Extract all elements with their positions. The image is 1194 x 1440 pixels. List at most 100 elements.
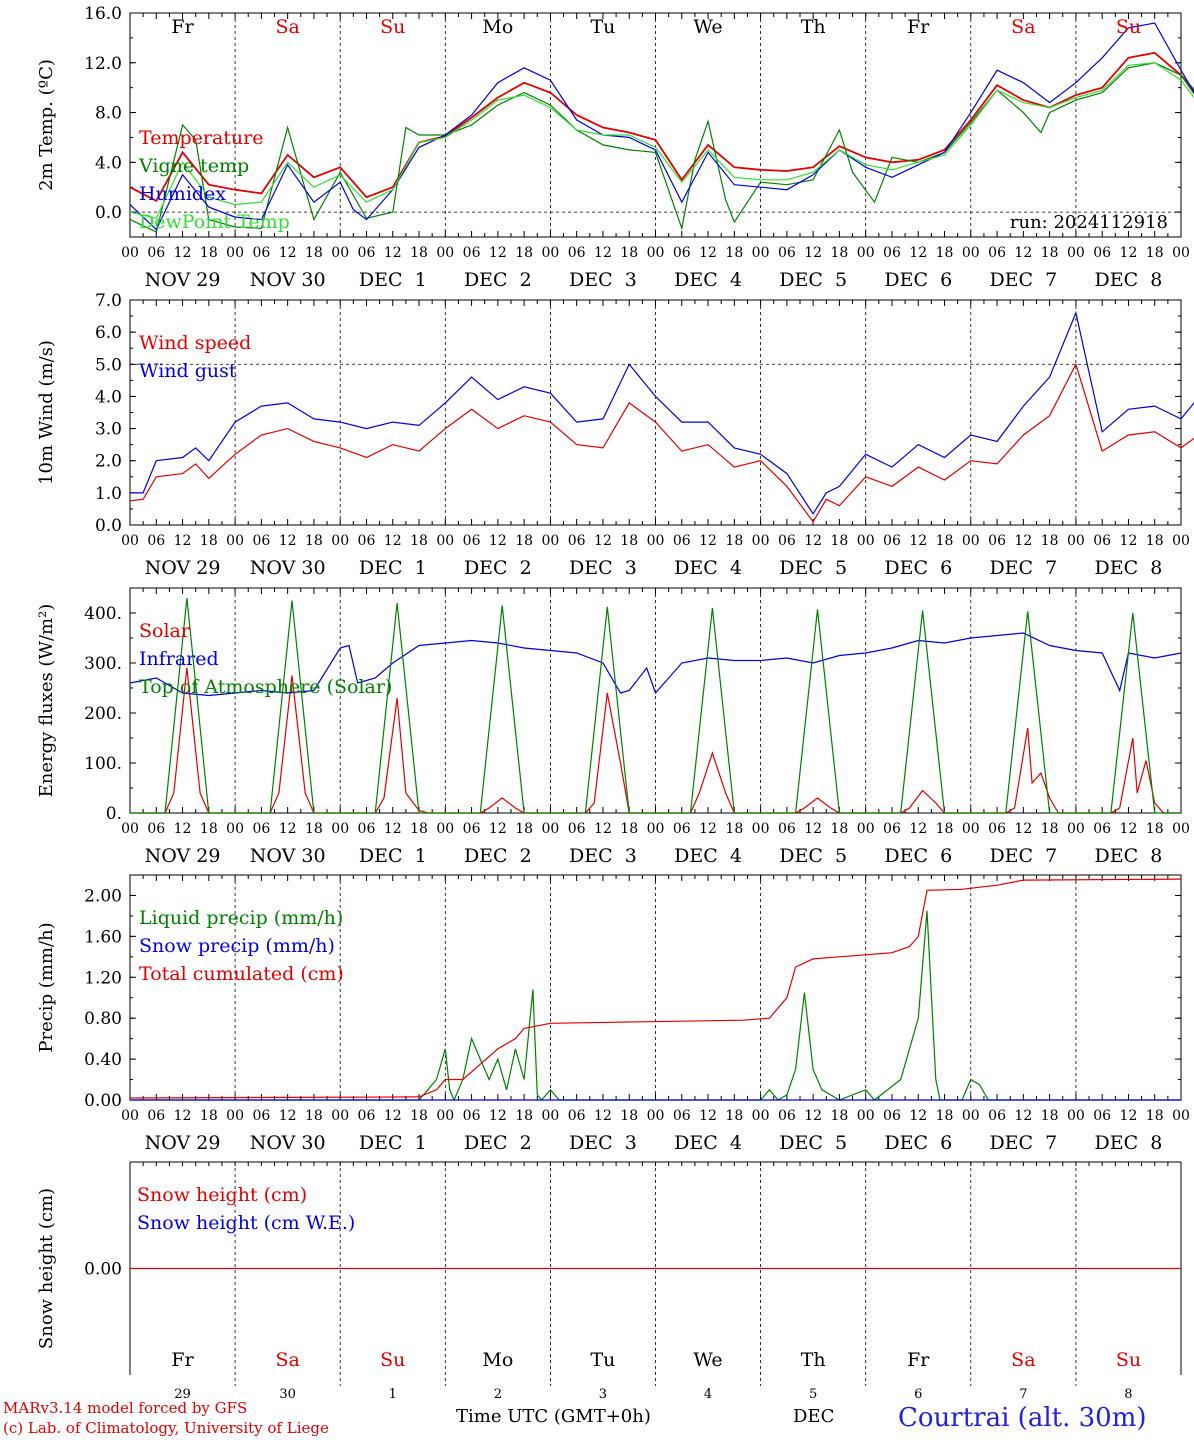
month-label: DEC (793, 1406, 835, 1427)
hour-label: 18 (1146, 1108, 1164, 1124)
hour-label: 06 (463, 245, 481, 261)
hour-label: 12 (489, 821, 507, 837)
hour-label: 18 (515, 1108, 533, 1124)
hour-label: 00 (541, 533, 559, 549)
hour-label: 12 (699, 245, 717, 261)
hour-label: 00 (436, 821, 454, 837)
station-label: Courtrai (alt. 30m) (898, 1403, 1147, 1433)
hour-label: 00 (1172, 245, 1190, 261)
x-axis-label: Time UTC (GMT+0h) (456, 1406, 651, 1427)
hour-label: 00 (331, 1108, 349, 1124)
y-tick-label: 3.0 (95, 420, 122, 440)
panel-frame (129, 587, 1182, 814)
legend-entry: Temperature (139, 127, 263, 149)
hour-label: 00 (1172, 821, 1190, 837)
hour-label: 00 (857, 245, 875, 261)
hour-label: 12 (384, 245, 402, 261)
weekday-label: Sa (1011, 1349, 1035, 1371)
date-label: DEC 5 (779, 1132, 847, 1154)
date-label: DEC 6 (884, 557, 952, 579)
date-label: NOV 30 (250, 269, 326, 291)
hour-label: 12 (1014, 1108, 1032, 1124)
y-tick-label: 100. (84, 754, 122, 774)
hour-label: 12 (279, 1108, 297, 1124)
weekday-label: Su (1116, 16, 1141, 38)
y-tick-label: 8.0 (95, 104, 122, 124)
lab-credit: (c) Lab. of Climatology, University of L… (3, 1419, 329, 1437)
hour-label: 12 (699, 1108, 717, 1124)
hour-label: 06 (988, 821, 1006, 837)
legend-entry: Wind speed (139, 332, 251, 354)
date-label: DEC 5 (779, 845, 847, 867)
hour-label: 06 (358, 1108, 376, 1124)
y-tick-label: 0.80 (84, 1009, 122, 1029)
date-label: DEC 4 (674, 1132, 742, 1154)
hour-label: 00 (857, 1108, 875, 1124)
hour-label: 12 (1014, 821, 1032, 837)
y-axis-label: Snow height (cm) (36, 1188, 57, 1349)
hour-label: 06 (1093, 821, 1111, 837)
date-label: DEC 8 (1095, 269, 1163, 291)
hour-label: 18 (725, 821, 743, 837)
hour-label: 18 (305, 245, 323, 261)
date-label: DEC 3 (569, 557, 637, 579)
hour-label: 18 (936, 1108, 954, 1124)
panel-frame (129, 12, 1182, 238)
y-axis-label: Precip (mm/h) (36, 922, 57, 1052)
legend-entry: Wind gust (139, 360, 237, 382)
day-number-label: 29 (174, 1387, 191, 1402)
hour-label: 00 (331, 821, 349, 837)
date-label: DEC 8 (1095, 1132, 1163, 1154)
hour-label: 00 (647, 821, 665, 837)
hour-label: 12 (174, 533, 192, 549)
hour-label: 00 (226, 245, 244, 261)
y-tick-label: 1.20 (84, 968, 122, 988)
hour-label: 18 (305, 533, 323, 549)
date-label: DEC 8 (1095, 557, 1163, 579)
weekday-label: Tu (590, 16, 615, 38)
day-number-label: 6 (914, 1387, 922, 1402)
hour-label: 12 (594, 533, 612, 549)
weekday-label: Su (380, 16, 405, 38)
date-label: DEC 4 (674, 845, 742, 867)
hour-label: 12 (1120, 1108, 1138, 1124)
hour-label: 06 (778, 245, 796, 261)
hour-label: 06 (1093, 1108, 1111, 1124)
date-label: DEC 3 (569, 1132, 637, 1154)
hour-label: 18 (1146, 245, 1164, 261)
series-line-dewpoint-temp (129, 62, 1194, 219)
hour-label: 00 (1067, 245, 1085, 261)
date-label: NOV 30 (250, 557, 326, 579)
hour-label: 18 (831, 821, 849, 837)
hour-label: 00 (857, 821, 875, 837)
hour-label: 18 (410, 1108, 428, 1124)
y-tick-label: 200. (84, 704, 122, 724)
hour-label: 00 (647, 1108, 665, 1124)
date-label: NOV 30 (250, 845, 326, 867)
hour-label: 00 (226, 821, 244, 837)
legend-entry: Snow precip (mm/h) (139, 935, 335, 957)
hour-label: 06 (568, 1108, 586, 1124)
weekday-label: Fr (907, 1349, 930, 1371)
weekday-label: Mo (482, 16, 513, 38)
date-label: DEC 1 (359, 269, 427, 291)
hour-label: 00 (962, 533, 980, 549)
hour-label: 12 (1014, 245, 1032, 261)
day-number-label: 8 (1124, 1387, 1132, 1402)
hour-label: 18 (1146, 821, 1164, 837)
y-axis-label: Energy fluxes (W/m²) (36, 604, 57, 798)
y-tick-label: 7.0 (95, 291, 122, 311)
y-tick-label: 0.40 (84, 1050, 122, 1070)
legend-entry: Infrared (139, 648, 219, 670)
y-tick-label: 400. (84, 604, 122, 624)
date-label: DEC 6 (884, 269, 952, 291)
hour-label: 06 (1093, 533, 1111, 549)
y-tick-label: 0.0 (95, 203, 122, 223)
hour-label: 06 (883, 533, 901, 549)
series-line-total-cumulated-cm- (129, 878, 1182, 1099)
hour-label: 06 (673, 533, 691, 549)
date-label: DEC 3 (569, 845, 637, 867)
day-number-label: 7 (1019, 1387, 1027, 1402)
day-number-label: 2 (494, 1387, 502, 1402)
y-tick-label: 16.0 (84, 4, 122, 24)
